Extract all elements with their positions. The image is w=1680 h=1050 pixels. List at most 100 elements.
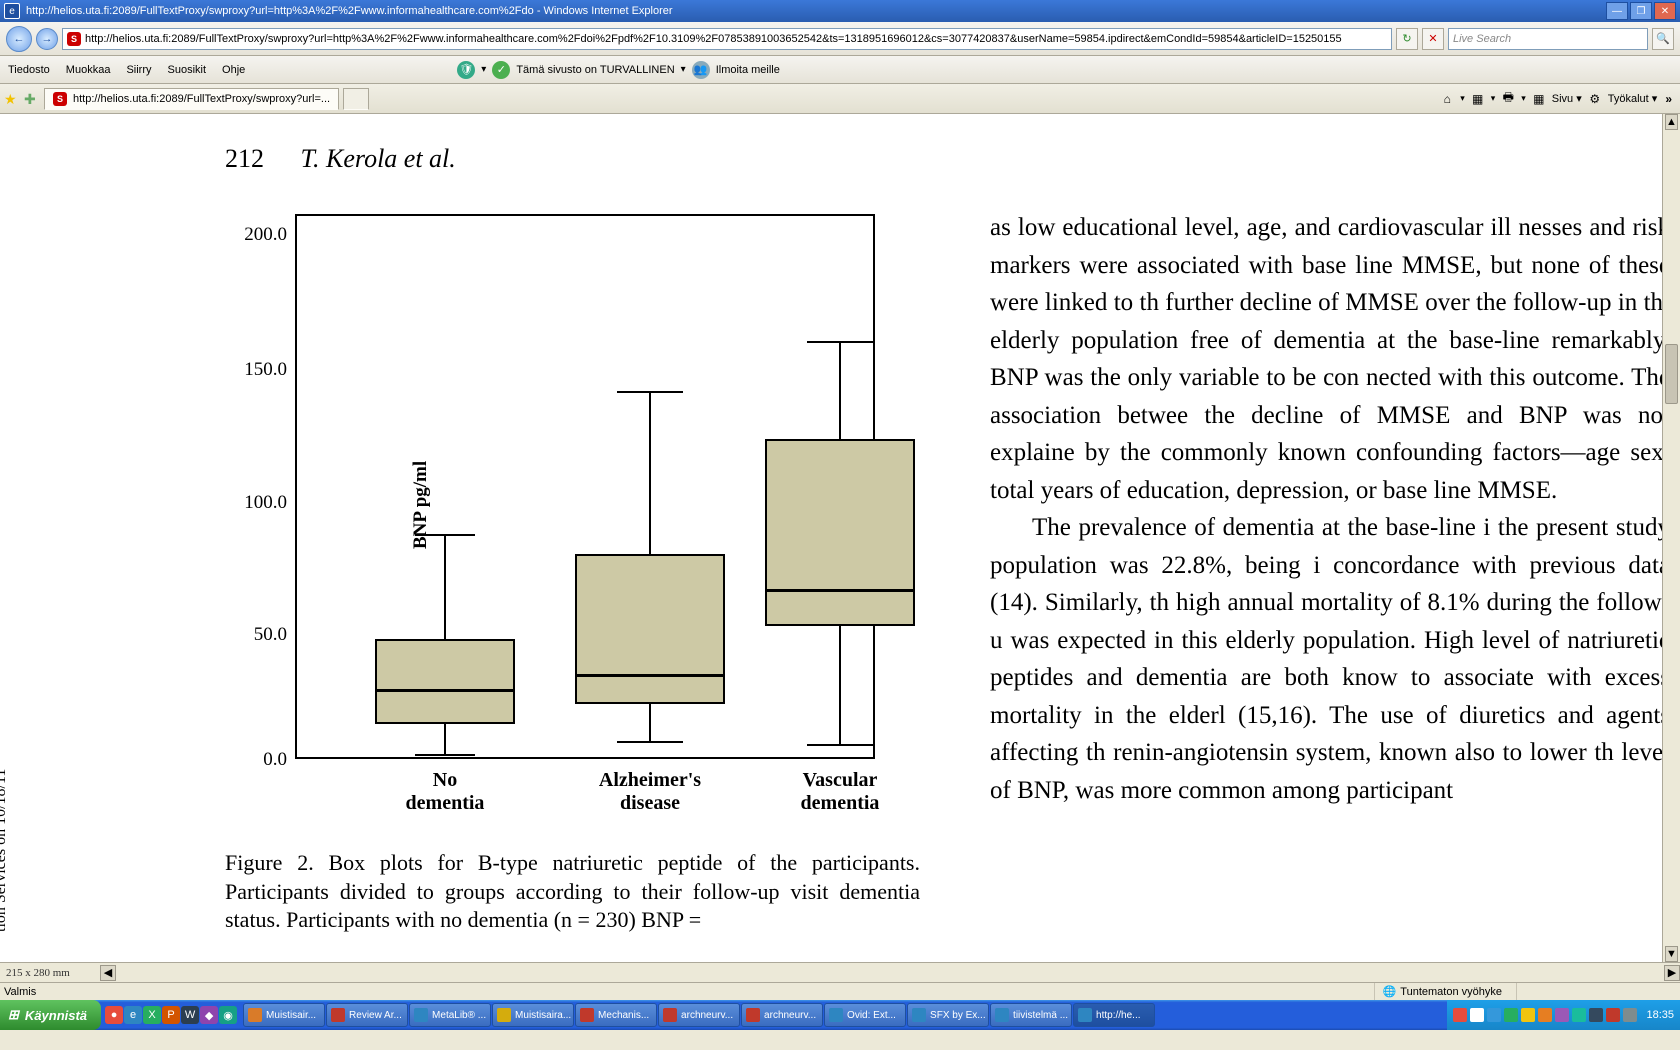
tray-icon[interactable] [1623,1008,1637,1022]
task-label: archneurv... [681,1010,733,1021]
ql-app2-icon[interactable]: ◉ [219,1006,237,1024]
tray-icon[interactable] [1504,1008,1518,1022]
refresh-button[interactable]: ↻ [1396,28,1418,50]
taskbar-task[interactable]: http://he... [1073,1003,1155,1027]
page-menu[interactable]: ▦ [1530,90,1548,108]
menu-siirry[interactable]: Siirry [126,64,151,76]
window-titlebar: e http://helios.uta.fi:2089/FullTextProx… [0,0,1680,22]
horizontal-scrollbar[interactable]: 215 x 280 mm ◀ ▶ [0,962,1680,982]
new-tab-button[interactable] [343,88,369,110]
tray-icon[interactable] [1555,1008,1569,1022]
window-title: http://helios.uta.fi:2089/FullTextProxy/… [26,5,673,17]
tray-icon[interactable] [1572,1008,1586,1022]
cap-lower [617,741,683,743]
home-icon[interactable]: ⌂ [1438,90,1456,108]
tyokalut-menu[interactable]: Työkalut ▾ [1608,92,1658,105]
cap-lower [415,754,475,756]
task-label: Ovid: Ext... [847,1010,896,1021]
menu-ohje[interactable]: Ohje [222,64,245,76]
search-go-button[interactable]: 🔍 [1652,28,1674,50]
tray-icon[interactable] [1589,1008,1603,1022]
windows-icon: ⊞ [8,1007,19,1023]
tray-icon[interactable] [1606,1008,1620,1022]
start-label: Käynnistä [25,1008,87,1023]
feed-icon[interactable]: ▦ [1469,90,1487,108]
task-icon [663,1008,677,1022]
forward-button[interactable]: → [36,28,58,50]
taskbar-task[interactable]: archneurv... [741,1003,823,1027]
taskbar-task[interactable]: SFX by Ex... [907,1003,989,1027]
page-header: 212 T. Kerola et al. [225,144,456,174]
tools-icon[interactable]: ⚙ [1586,90,1604,108]
report-link[interactable]: Ilmoita meille [716,64,780,76]
task-label: archneurv... [764,1010,816,1021]
security-text: Tämä sivusto on TURVALLINEN [516,64,674,76]
back-button[interactable]: ← [6,26,32,52]
task-icon [580,1008,594,1022]
task-icon [497,1008,511,1022]
vertical-scrollbar[interactable]: ▲ ▼ [1662,114,1680,962]
taskbar-task[interactable]: Muistisair... [243,1003,325,1027]
menubar: Tiedosto Muokkaa Siirry Suosikit Ohje 🛡 … [0,56,1680,84]
page-dimensions: 215 x 280 mm [0,967,100,979]
tab-title: http://helios.uta.fi:2089/FullTextProxy/… [73,93,330,105]
ql-ppt-icon[interactable]: P [162,1006,180,1024]
quick-launch: ● e X P W ◆ ◉ [101,1006,241,1024]
ql-excel-icon[interactable]: X [143,1006,161,1024]
search-box[interactable]: Live Search [1448,28,1648,50]
address-bar[interactable]: S http://helios.uta.fi:2089/FullTextProx… [62,28,1392,50]
tray-icon[interactable] [1453,1008,1467,1022]
taskbar-task[interactable]: Mechanis... [575,1003,657,1027]
ql-word-icon[interactable]: W [181,1006,199,1024]
taskbar-task[interactable]: Muistisaira... [492,1003,574,1027]
tabsbar: ★ ✚ S http://helios.uta.fi:2089/FullText… [0,84,1680,114]
site-favicon: S [67,32,81,46]
menu-tiedosto[interactable]: Tiedosto [8,64,50,76]
ytick-200: 200.0 [227,224,287,246]
url-text: http://helios.uta.fi:2089/FullTextProxy/… [85,33,1342,45]
tray-icon[interactable] [1538,1008,1552,1022]
tray-icon[interactable] [1470,1008,1484,1022]
tray-icon[interactable] [1487,1008,1501,1022]
stop-button[interactable]: ✕ [1422,28,1444,50]
scroll-right-icon[interactable]: ▶ [1664,965,1680,981]
download-watermark: tion Services on 10/18/11 [0,769,10,932]
menu-suosikit[interactable]: Suosikit [168,64,207,76]
ql-ie-icon[interactable]: e [124,1006,142,1024]
add-favorite-icon[interactable]: ✚ [24,91,40,107]
navbar: ← → S http://helios.uta.fi:2089/FullText… [0,22,1680,56]
minimize-button[interactable]: — [1606,2,1628,20]
paragraph-1: as low educational level, age, and cardi… [990,209,1670,509]
expand-icon[interactable]: » [1665,92,1672,106]
taskbar-task[interactable]: tiivistelmä ... [990,1003,1072,1027]
sivu-menu[interactable]: Sivu ▾ [1552,92,1582,105]
scroll-left-icon[interactable]: ◀ [100,965,116,981]
taskbar-task[interactable]: archneurv... [658,1003,740,1027]
close-button[interactable]: ✕ [1654,2,1676,20]
scroll-down-icon[interactable]: ▼ [1665,946,1678,962]
taskbar-task[interactable]: MetaLib® ... [409,1003,491,1027]
scroll-thumb[interactable] [1665,344,1678,404]
author-header: T. Kerola et al. [301,144,456,173]
ql-chrome-icon[interactable]: ● [105,1006,123,1024]
taskbar-task[interactable]: Ovid: Ext... [824,1003,906,1027]
favorites-star-icon[interactable]: ★ [4,91,20,107]
whisker-lower [649,704,651,741]
hscroll-track[interactable] [132,965,1648,981]
cap-upper [807,341,873,343]
taskbar-task[interactable]: Review Ar... [326,1003,408,1027]
start-button[interactable]: ⊞ Käynnistä [0,1000,101,1030]
zone-cell: 🌐 Tuntematon vyöhyke [1374,983,1510,1000]
scroll-up-icon[interactable]: ▲ [1665,114,1678,130]
browser-tab[interactable]: S http://helios.uta.fi:2089/FullTextProx… [44,88,339,110]
menu-muokkaa[interactable]: Muokkaa [66,64,111,76]
ql-app-icon[interactable]: ◆ [200,1006,218,1024]
print-icon[interactable]: 🖶 [1499,90,1517,108]
figure-caption: Figure 2. Box plots for B-type natriuret… [225,849,920,935]
pdf-page: 212 T. Kerola et al. 200.0 150.0 100.0 5… [0,114,1662,962]
median-line [375,689,515,692]
maximize-button[interactable]: ❐ [1630,2,1652,20]
median-line [765,589,915,592]
tray-icon[interactable] [1521,1008,1535,1022]
page-number: 212 [225,144,264,173]
